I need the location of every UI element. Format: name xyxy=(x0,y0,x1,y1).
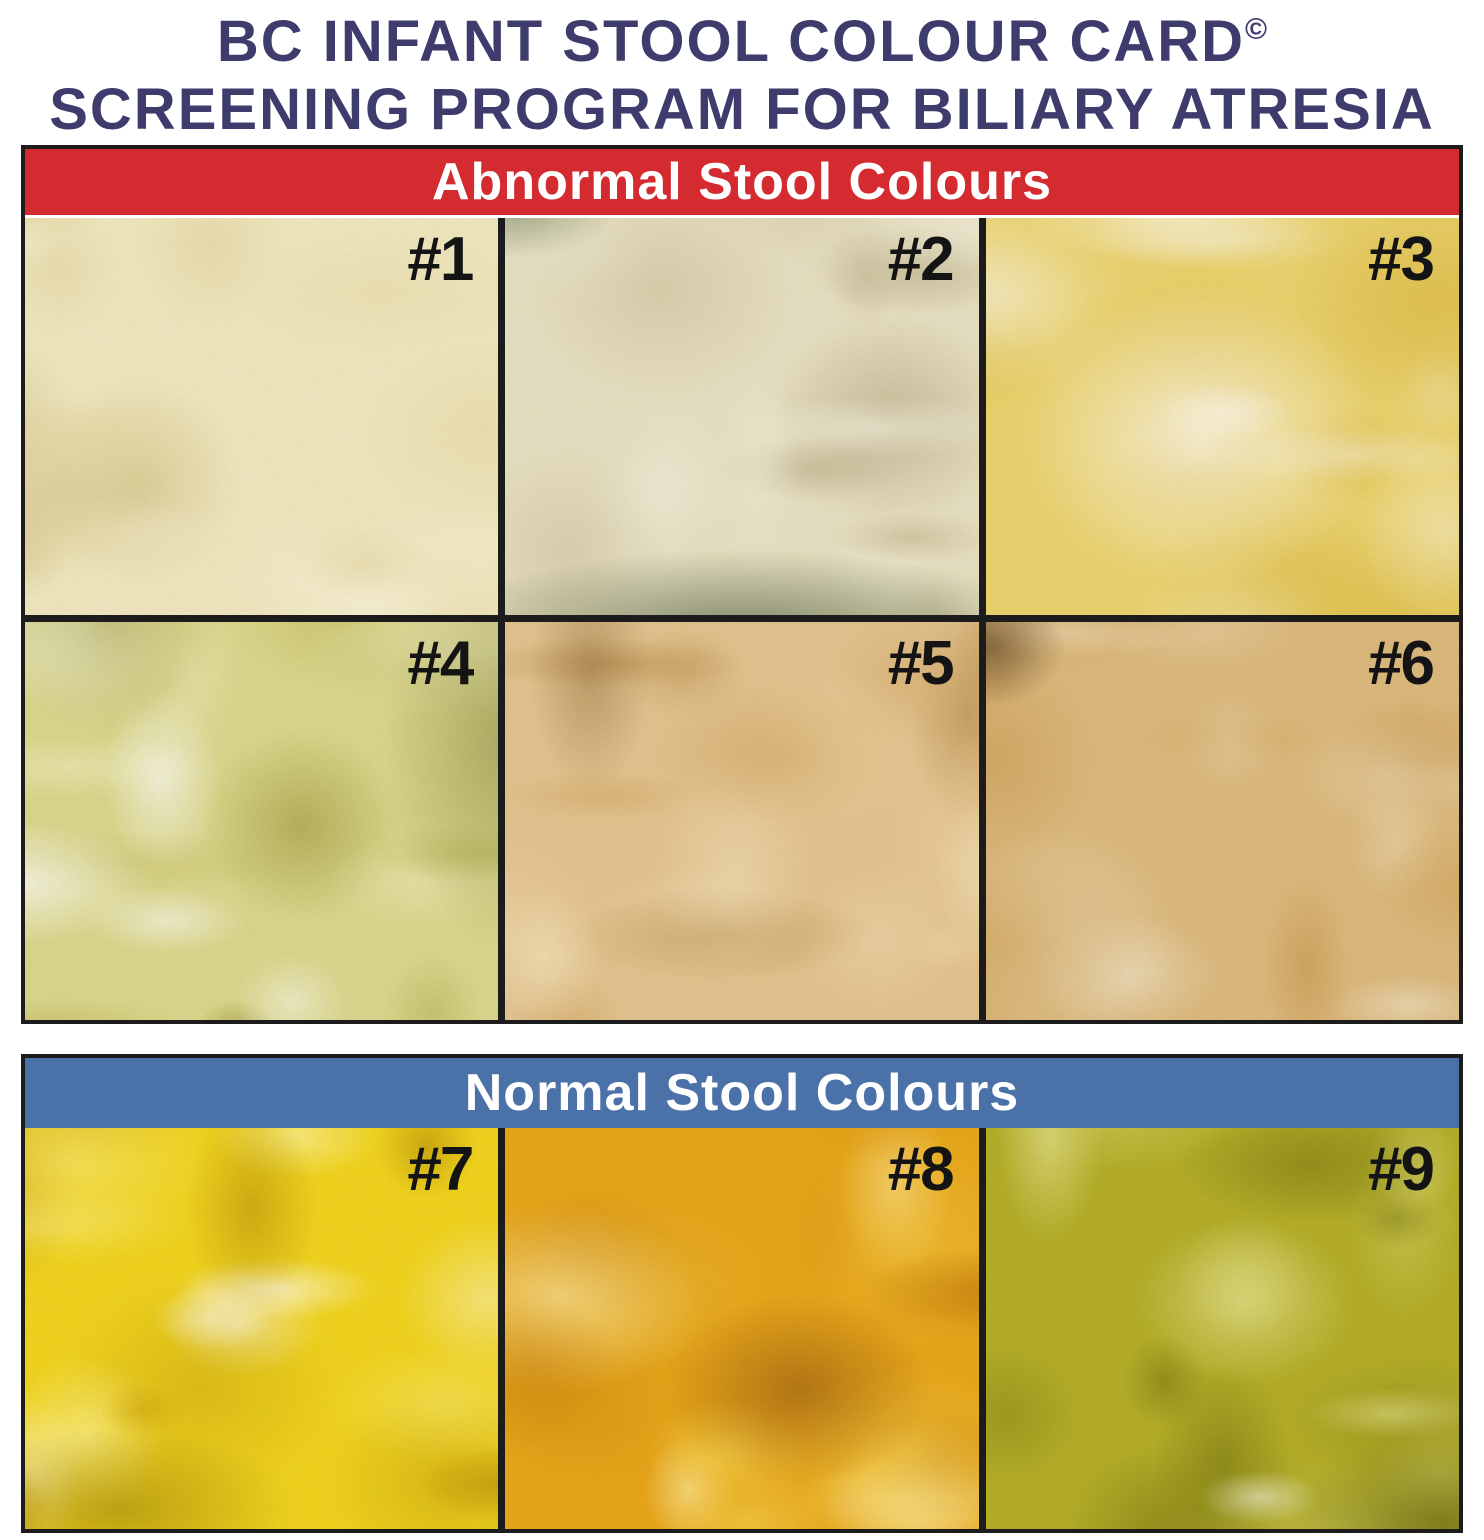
copyright-symbol: © xyxy=(1245,13,1268,46)
stool-photo-1: #1 xyxy=(25,217,499,615)
stool-photo-9: #9 xyxy=(985,1127,1459,1529)
stool-photo-7-label: #7 xyxy=(407,1134,474,1204)
card-title-line1: BC INFANT STOOL COLOUR CARD© xyxy=(0,8,1484,76)
stool-photo-7: #7 xyxy=(25,1127,499,1529)
abnormal-section: Abnormal Stool Colours #1 #2 #3 #4 #5 #6 xyxy=(21,144,1463,1024)
stool-photo-2: #2 xyxy=(505,217,979,615)
stool-photo-3: #3 xyxy=(985,217,1459,615)
card-title: BC INFANT STOOL COLOUR CARD© SCREENING P… xyxy=(0,0,1484,145)
normal-section: Normal Stool Colours #7 #8 #9 xyxy=(21,1053,1463,1533)
stool-photo-6-label: #6 xyxy=(1368,628,1435,698)
card-title-line2: SCREENING PROGRAM FOR BILIARY ATRESIA xyxy=(49,77,1435,143)
card-title-line1-text: BC INFANT STOOL COLOUR CARD xyxy=(216,9,1246,74)
stool-photo-3-label: #3 xyxy=(1368,224,1435,294)
stool-photo-2-label: #2 xyxy=(887,224,955,294)
stool-photo-6: #6 xyxy=(985,621,1459,1020)
stool-photo-8: #8 xyxy=(505,1127,979,1529)
abnormal-section-header: Abnormal Stool Colours xyxy=(25,148,1459,218)
stool-photo-1-label: #1 xyxy=(407,224,474,294)
stool-photo-4-label: #4 xyxy=(407,628,474,698)
stool-photo-4: #4 xyxy=(25,621,499,1020)
stool-photo-8-label: #8 xyxy=(887,1134,955,1204)
stool-photo-5-label: #5 xyxy=(887,628,955,698)
normal-section-header: Normal Stool Colours xyxy=(25,1057,1459,1128)
stool-photo-9-label: #9 xyxy=(1368,1134,1435,1204)
normal-photo-grid: #7 #8 #9 xyxy=(25,1127,1459,1529)
stool-photo-5: #5 xyxy=(505,621,979,1020)
abnormal-photo-grid: #1 #2 #3 #4 #5 #6 xyxy=(25,217,1459,1020)
